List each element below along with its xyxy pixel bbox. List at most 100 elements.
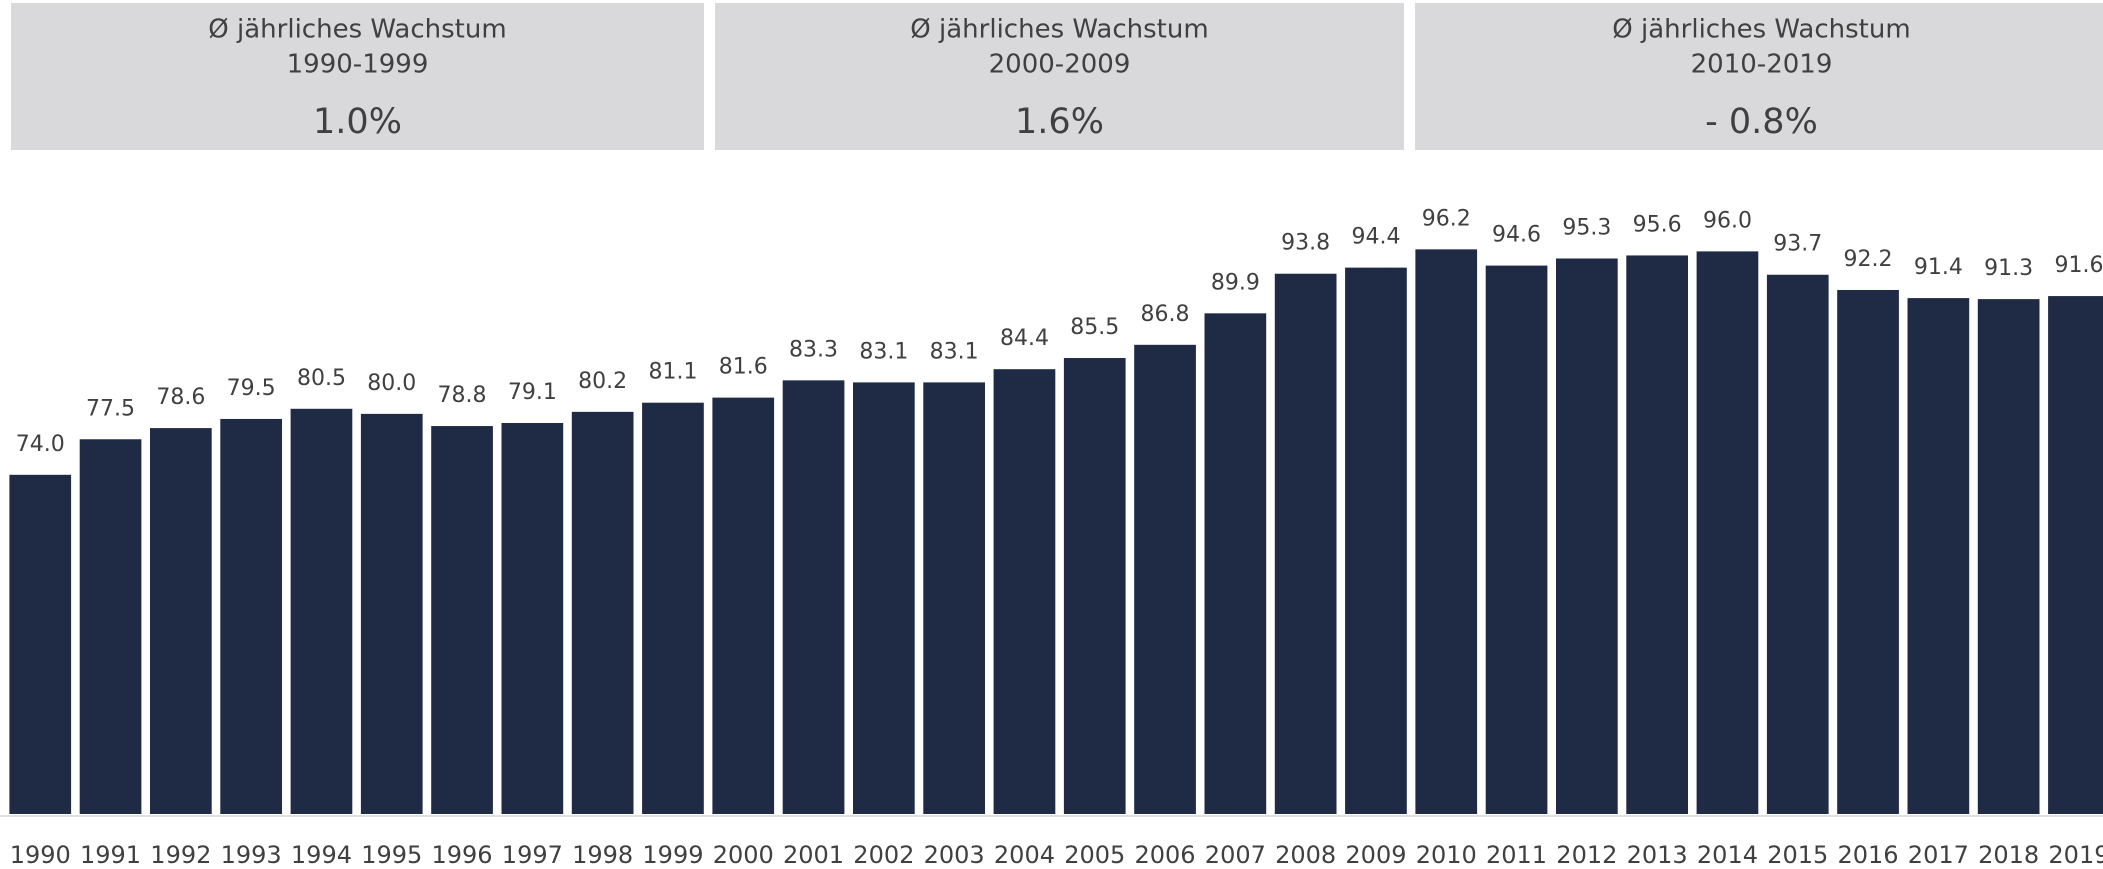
x-tick-label: 1997 bbox=[502, 841, 563, 869]
value-label: 93.8 bbox=[1281, 231, 1330, 256]
value-label: 94.4 bbox=[1351, 225, 1400, 250]
value-label: 78.6 bbox=[156, 385, 205, 410]
value-label: 91.3 bbox=[1984, 256, 2033, 281]
x-tick-label: 1991 bbox=[80, 841, 141, 869]
kpi-card bbox=[715, 3, 1404, 150]
bar bbox=[9, 474, 72, 814]
value-label: 80.2 bbox=[578, 369, 627, 394]
bar bbox=[782, 380, 845, 814]
x-tick-label: 2011 bbox=[1486, 841, 1547, 869]
value-label: 96.0 bbox=[1703, 208, 1752, 233]
bar bbox=[1485, 265, 1548, 814]
value-label: 94.6 bbox=[1492, 223, 1541, 248]
bar bbox=[79, 439, 142, 814]
kpi-card bbox=[11, 3, 704, 150]
x-tick-label: 2013 bbox=[1627, 841, 1688, 869]
value-label: 81.6 bbox=[719, 355, 768, 380]
value-label: 79.5 bbox=[227, 376, 276, 401]
value-label: 95.6 bbox=[1633, 212, 1682, 237]
kpi-label: Ø jährliches Wachstum bbox=[910, 15, 1208, 45]
value-label: 80.0 bbox=[367, 371, 416, 396]
value-label: 85.5 bbox=[1070, 315, 1119, 340]
x-tick-label: 1995 bbox=[361, 841, 422, 869]
x-tick-label: 2018 bbox=[1978, 841, 2039, 869]
x-tick-label: 2005 bbox=[1064, 841, 1125, 869]
bar bbox=[712, 397, 775, 814]
bar bbox=[1907, 298, 1970, 814]
bar bbox=[220, 418, 282, 814]
value-label: 77.5 bbox=[86, 396, 135, 421]
x-tick-label: 1990 bbox=[10, 841, 71, 869]
kpi-value: 1.6% bbox=[1015, 102, 1104, 142]
x-tick-label: 1998 bbox=[572, 841, 633, 869]
x-tick-label: 1999 bbox=[642, 841, 703, 869]
kpi-label: Ø jährliches Wachstum bbox=[1612, 15, 1910, 45]
value-label: 83.1 bbox=[930, 339, 979, 364]
x-tick-label: 2009 bbox=[1345, 841, 1406, 869]
x-tick-label: 2002 bbox=[853, 841, 914, 869]
x-tick-label: 1996 bbox=[432, 841, 493, 869]
x-tick-label: 2008 bbox=[1275, 841, 1336, 869]
kpi-label: Ø jährliches Wachstum bbox=[208, 15, 506, 45]
bar bbox=[993, 369, 1056, 814]
x-tick-label: 1994 bbox=[291, 841, 352, 869]
bar bbox=[853, 382, 915, 814]
value-label: 95.3 bbox=[1562, 215, 1611, 240]
kpi-value: - 0.8% bbox=[1705, 102, 1818, 142]
bar bbox=[290, 408, 353, 814]
bar bbox=[150, 428, 212, 814]
x-tick-label: 2007 bbox=[1205, 841, 1266, 869]
bar bbox=[1204, 313, 1267, 814]
x-tick-label: 2019 bbox=[2048, 841, 2103, 869]
value-label: 93.7 bbox=[1773, 232, 1822, 257]
x-tick-label: 1993 bbox=[221, 841, 282, 869]
bar bbox=[1766, 274, 1829, 814]
bar bbox=[1977, 299, 2040, 814]
bar bbox=[501, 423, 564, 814]
bar bbox=[1345, 267, 1407, 815]
bar bbox=[2048, 296, 2103, 814]
value-label: 79.1 bbox=[508, 380, 557, 405]
x-tick-label: 2006 bbox=[1135, 841, 1196, 869]
value-label: 80.5 bbox=[297, 366, 346, 391]
value-label: 86.8 bbox=[1141, 302, 1190, 327]
value-label: 91.6 bbox=[2054, 253, 2103, 278]
bar bbox=[1274, 273, 1337, 814]
value-label: 78.8 bbox=[438, 383, 487, 408]
bar bbox=[1415, 249, 1478, 814]
value-label: 89.9 bbox=[1211, 270, 1260, 295]
x-tick-label: 2016 bbox=[1838, 841, 1899, 869]
bar bbox=[1063, 358, 1126, 814]
bar bbox=[431, 426, 493, 814]
x-tick-label: 2010 bbox=[1416, 841, 1477, 869]
x-tick-label: 2012 bbox=[1556, 841, 1617, 869]
bar bbox=[923, 382, 985, 814]
bar bbox=[1837, 289, 1899, 815]
kpi-period: 2000-2009 bbox=[989, 50, 1131, 80]
x-tick-label: 2017 bbox=[1908, 841, 1969, 869]
bar bbox=[360, 413, 423, 814]
x-tick-label: 2003 bbox=[924, 841, 985, 869]
value-label: 84.4 bbox=[1000, 326, 1049, 351]
kpi-card bbox=[1415, 3, 2103, 150]
bar bbox=[1626, 255, 1688, 814]
x-tick-label: 2001 bbox=[783, 841, 844, 869]
bar bbox=[1134, 344, 1196, 814]
kpi-period: 1990-1999 bbox=[287, 50, 429, 80]
x-tick-label: 2015 bbox=[1767, 841, 1828, 869]
value-label: 96.2 bbox=[1422, 206, 1471, 231]
kpi-value: 1.0% bbox=[313, 102, 402, 142]
kpi-period: 2010-2019 bbox=[1691, 50, 1833, 80]
bar bbox=[1696, 251, 1759, 814]
value-label: 91.4 bbox=[1914, 255, 1963, 280]
value-label: 83.1 bbox=[859, 339, 908, 364]
x-tick-label: 2000 bbox=[713, 841, 774, 869]
bar bbox=[642, 402, 704, 814]
value-label: 74.0 bbox=[16, 432, 65, 457]
value-label: 83.3 bbox=[789, 337, 838, 362]
x-tick-label: 2004 bbox=[994, 841, 1055, 869]
x-tick-label: 1992 bbox=[150, 841, 211, 869]
value-label: 92.2 bbox=[1844, 247, 1893, 272]
x-tick-label: 2014 bbox=[1697, 841, 1758, 869]
